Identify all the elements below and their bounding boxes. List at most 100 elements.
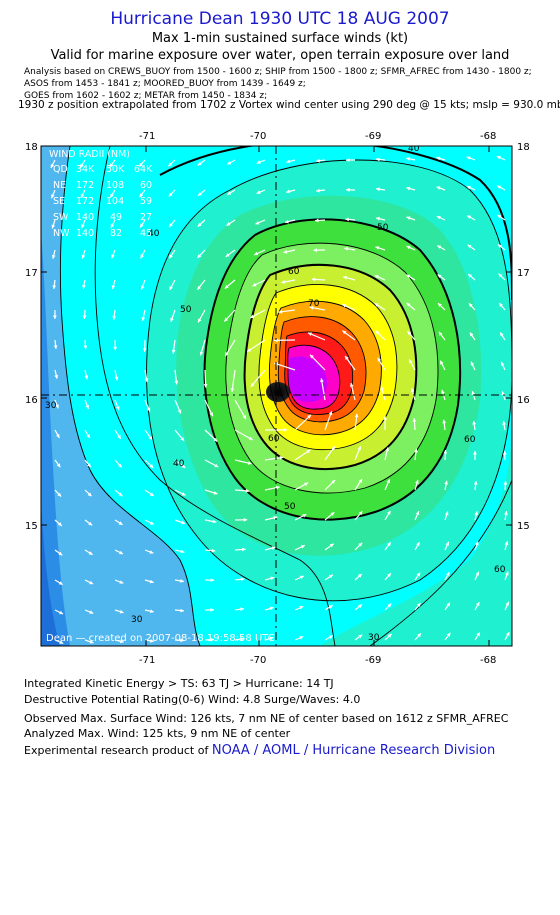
- wind-vector-head: [503, 481, 508, 485]
- wind-vector-head: [149, 550, 154, 554]
- wind-vector-head: [119, 580, 124, 584]
- wind-radii-header: 34K: [76, 164, 95, 175]
- wind-vector-head: [278, 309, 283, 314]
- wind-vector-head: [357, 573, 362, 578]
- wind-vector-head: [224, 284, 229, 289]
- wind-vector-head: [270, 576, 275, 581]
- wind-vector-head: [374, 303, 379, 307]
- wind-speed-fill: 40 50 60 70 30 40 50 60 40 50 60 30 60 3…: [41, 144, 512, 646]
- wind-vector-head: [81, 224, 85, 229]
- wind-vector-head: [51, 254, 56, 259]
- wind-vector-head: [181, 520, 186, 525]
- map-subtitle: Max 1-min sustained surface winds (kt): [151, 31, 409, 46]
- wind-vector-head: [504, 541, 509, 546]
- wind-vector-head: [444, 480, 448, 485]
- wind-vector-head: [505, 632, 510, 637]
- wind-vector: [309, 354, 326, 371]
- wind-vector-head: [502, 421, 506, 425]
- product-credit: Experimental research product of NOAA / …: [24, 743, 495, 758]
- wind-vector-head: [313, 248, 318, 253]
- wind-radii-cell: NW: [53, 228, 70, 239]
- wind-vector-head: [467, 215, 472, 219]
- wind-vector-head: [53, 315, 57, 319]
- wind-vector-head: [437, 274, 442, 279]
- wind-vector-head: [304, 482, 309, 487]
- wind-vector-head: [386, 479, 390, 484]
- wind-vector-head: [497, 215, 502, 219]
- wind-vector-head: [180, 579, 184, 583]
- wind-vector-head: [227, 191, 232, 195]
- wind-vector-head: [56, 433, 60, 438]
- wind-vector-head: [211, 548, 216, 553]
- wind-vector-head: [82, 315, 87, 319]
- contour-label-group: 40 50 60 70 30 40 50 60 40 50 60 30 60 3…: [45, 144, 506, 643]
- wind-vector-head: [80, 163, 84, 168]
- wind-vector-head: [80, 194, 85, 198]
- wind-vector-head: [245, 488, 250, 493]
- wind-vector-head: [315, 218, 319, 223]
- wind-vector-head: [406, 303, 411, 307]
- wind-vector-head: [174, 380, 179, 385]
- wind-vector-head: [446, 602, 450, 607]
- wind-radii-cell: 104: [106, 196, 124, 207]
- wind-vector-head: [197, 222, 202, 227]
- noaa-aoml-link[interactable]: NOAA / AOML / Hurricane Research Divisio…: [211, 743, 496, 758]
- wind-vector-head: [476, 632, 480, 637]
- wind-vector-head: [230, 388, 235, 392]
- wind-vector-head: [443, 450, 448, 454]
- wind-vector-head: [414, 448, 418, 453]
- wind-vector-head: [142, 348, 147, 352]
- wind-vector-head: [57, 522, 62, 526]
- wind-vector-head: [148, 435, 152, 440]
- wind-vector-head: [210, 608, 214, 612]
- wind-vector-head: [117, 434, 121, 439]
- wind-radii-cell: 59: [140, 196, 152, 207]
- lat-tick-label: 17: [517, 268, 530, 279]
- wind-vector-head: [227, 161, 232, 165]
- wind-vector-head: [316, 158, 320, 163]
- wind-vector-head: [119, 550, 123, 555]
- hurricane-eye: [266, 382, 290, 402]
- wind-vector-head: [441, 389, 445, 394]
- wind-vector-head: [59, 640, 64, 644]
- wind-vector-head: [140, 223, 144, 228]
- wind-vector-head: [309, 305, 314, 310]
- wind-vector-head: [344, 246, 349, 251]
- position-note: 1930 z position extrapolated from 1702 z…: [18, 99, 560, 111]
- wind-vector-head: [417, 633, 421, 638]
- wind-vector-head: [409, 359, 413, 364]
- wind-vector-head: [119, 639, 124, 644]
- wind-vector-head: [114, 376, 119, 381]
- wind-radii-cell: 108: [106, 180, 124, 191]
- wind-vector-head: [300, 545, 305, 549]
- wind-vector-head: [89, 639, 94, 644]
- lat-tick-label: 16: [25, 395, 38, 406]
- wind-radii-cell: SE: [53, 196, 65, 207]
- wind-vector-head: [87, 492, 92, 497]
- contour-label: 40: [408, 144, 420, 154]
- wind-vector-head: [58, 551, 63, 556]
- ocean-blue-region: [41, 230, 70, 646]
- wind-vector-head: [342, 304, 347, 308]
- wind-vector-head: [416, 572, 421, 577]
- wind-vector-head: [387, 510, 391, 515]
- wind-vector-head: [387, 573, 391, 578]
- wind-vector-head: [139, 162, 143, 167]
- wind-vector-head: [240, 637, 244, 641]
- wind-vector-head: [446, 572, 450, 577]
- wind-vector-head: [501, 391, 506, 396]
- wind-radii-cell: 140: [76, 228, 94, 239]
- wind-vector-head: [383, 416, 387, 420]
- wind-vector-head: [81, 254, 86, 259]
- wind-vector-head: [89, 610, 94, 614]
- wind-vector-head: [504, 511, 508, 515]
- wind-vector-head: [113, 346, 118, 351]
- wind-vector-head: [412, 418, 417, 422]
- contour-label: 60: [268, 434, 280, 444]
- wind-vector: [273, 362, 296, 371]
- wind-vector-head: [50, 164, 55, 168]
- wind-vector-head: [505, 601, 509, 606]
- wind-vector-head: [377, 357, 382, 362]
- wind-vector-head: [497, 185, 502, 189]
- wind-vector-head: [214, 463, 219, 468]
